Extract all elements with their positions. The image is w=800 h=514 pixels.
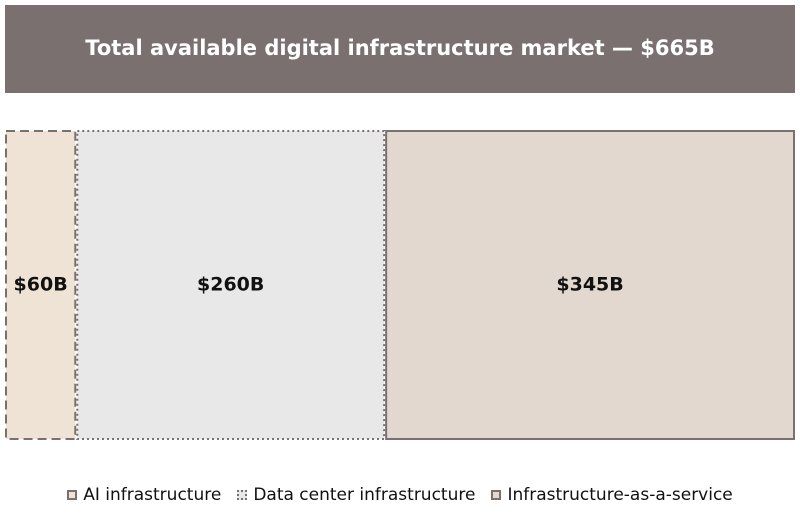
legend-item: AI infrastructure [67,485,221,505]
legend-swatch [237,490,248,500]
legend-label: Infrastructure-as-a-service [507,485,733,505]
title-banner [5,5,795,93]
segment [5,130,77,440]
legend-label: AI infrastructure [83,485,222,505]
legend-swatch [491,490,502,500]
legend-item: Data center infrastructure [237,485,475,505]
segment [385,130,795,440]
legend-item: Infrastructure-as-a-service [491,485,733,505]
value-label: $260B [197,274,264,296]
value-label: $60B [14,274,68,296]
chart-title: Total available digital infrastructure m… [85,36,714,60]
legend: AI infrastructure Data center infrastruct… [0,482,800,508]
segment [76,130,386,440]
legend-swatch [67,490,78,500]
chart: Total available digital infrastructure m… [5,5,795,440]
legend-label: Data center infrastructure [253,485,476,505]
value-label: $345B [556,274,623,296]
